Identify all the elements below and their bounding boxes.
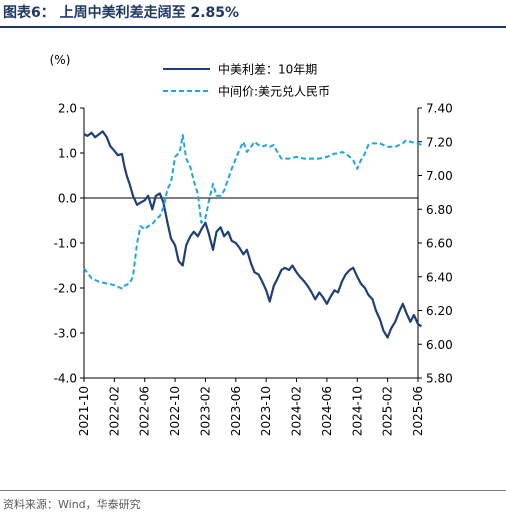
legend-label: 中间价:美元兑人民币 — [218, 84, 330, 99]
x-tick-label: 2022-10 — [168, 386, 182, 436]
x-tick-label: 2023-10 — [259, 386, 273, 436]
legend-label: 中美利差：10年期 — [218, 62, 317, 77]
x-tick-label: 2023-06 — [229, 386, 243, 436]
source-note: 资料来源：Wind，华泰研究 — [3, 498, 141, 511]
left-axis-unit: (%) — [50, 53, 71, 67]
x-tick-label: 2021-10 — [77, 386, 91, 436]
right-tick-label: 7.40 — [426, 102, 453, 116]
left-tick-label: 2.0 — [58, 102, 77, 116]
title-rule — [0, 26, 506, 28]
right-tick-label: 6.40 — [426, 270, 453, 284]
left-tick-label: 0.0 — [58, 192, 77, 206]
series-line-usdcny — [83, 134, 422, 290]
series-layer — [83, 130, 423, 339]
left-tick-label: -3.0 — [54, 327, 77, 341]
x-tick-label: 2022-02 — [107, 386, 121, 436]
x-tick-label: 2024-06 — [320, 386, 334, 436]
left-tick-label: -4.0 — [54, 372, 77, 386]
right-tick-label: 7.20 — [426, 135, 453, 149]
right-tick-label: 6.60 — [426, 237, 453, 251]
right-tick-label: 7.00 — [426, 169, 453, 183]
right-tick-label: 5.80 — [426, 372, 453, 386]
x-tick-label: 2022-06 — [138, 386, 152, 436]
right-tick-label: 6.80 — [426, 203, 453, 217]
x-tick-label: 2024-02 — [290, 386, 304, 436]
x-tick-label: 2023-02 — [198, 386, 212, 436]
right-tick-label: 6.00 — [426, 338, 453, 352]
left-tick-label: -1.0 — [54, 237, 77, 251]
left-tick-label: 1.0 — [58, 147, 77, 161]
figure-title: 图表6： 上周中美利差走阔至 2.85% — [3, 5, 240, 21]
x-tick-label: 2025-06 — [411, 386, 425, 436]
axes-layer: (%) 2.0 1.0 0.0 -1.0 -2.0 -3.0 -4.0 7.40 7.20 7.00… — [50, 53, 453, 436]
source-rule — [0, 490, 506, 491]
x-tick-label: 2024-10 — [350, 386, 364, 436]
left-tick-label: -2.0 — [54, 282, 77, 296]
right-tick-label: 6.20 — [426, 304, 453, 318]
x-tick-label: 2025-02 — [381, 386, 395, 436]
series-line-spread — [83, 130, 423, 339]
